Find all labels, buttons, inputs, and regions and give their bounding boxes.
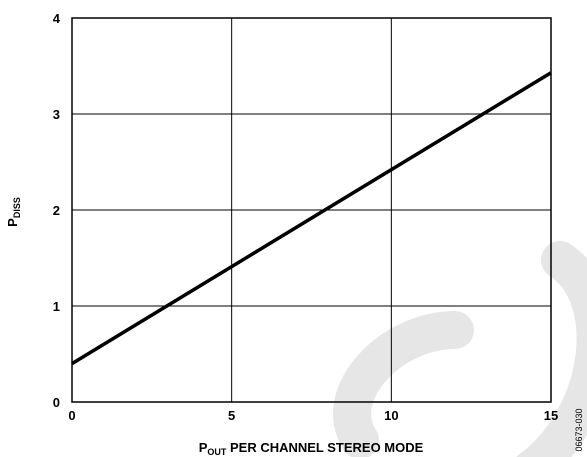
series-group	[71, 71, 552, 366]
y-tick-label: 0	[53, 395, 60, 410]
watermark	[333, 241, 587, 457]
x-tick-label: 5	[228, 408, 235, 423]
x-tick-label: 10	[384, 408, 398, 423]
plot-frame	[71, 17, 552, 403]
x-tick-labels: 0 5 10 15	[68, 408, 558, 423]
y-tick-label: 3	[53, 107, 60, 122]
y-tick-label: 2	[53, 203, 60, 218]
watermark-arc-2	[516, 241, 587, 457]
y-tick-labels: 0 1 2 3 4	[53, 11, 61, 410]
watermark-arc-1	[333, 311, 474, 457]
x-tick-label: 15	[544, 408, 558, 423]
grid	[71, 17, 552, 403]
y-tick-label: 4	[53, 11, 61, 26]
series-line	[71, 71, 552, 366]
y-axis-title: PDISS	[5, 197, 22, 227]
y-tick-label: 1	[53, 299, 60, 314]
x-axis-title: POUT PER CHANNEL STEREO MODE	[199, 440, 424, 457]
x-tick-label: 0	[68, 408, 75, 423]
figure-code: 06673-030	[574, 408, 584, 451]
